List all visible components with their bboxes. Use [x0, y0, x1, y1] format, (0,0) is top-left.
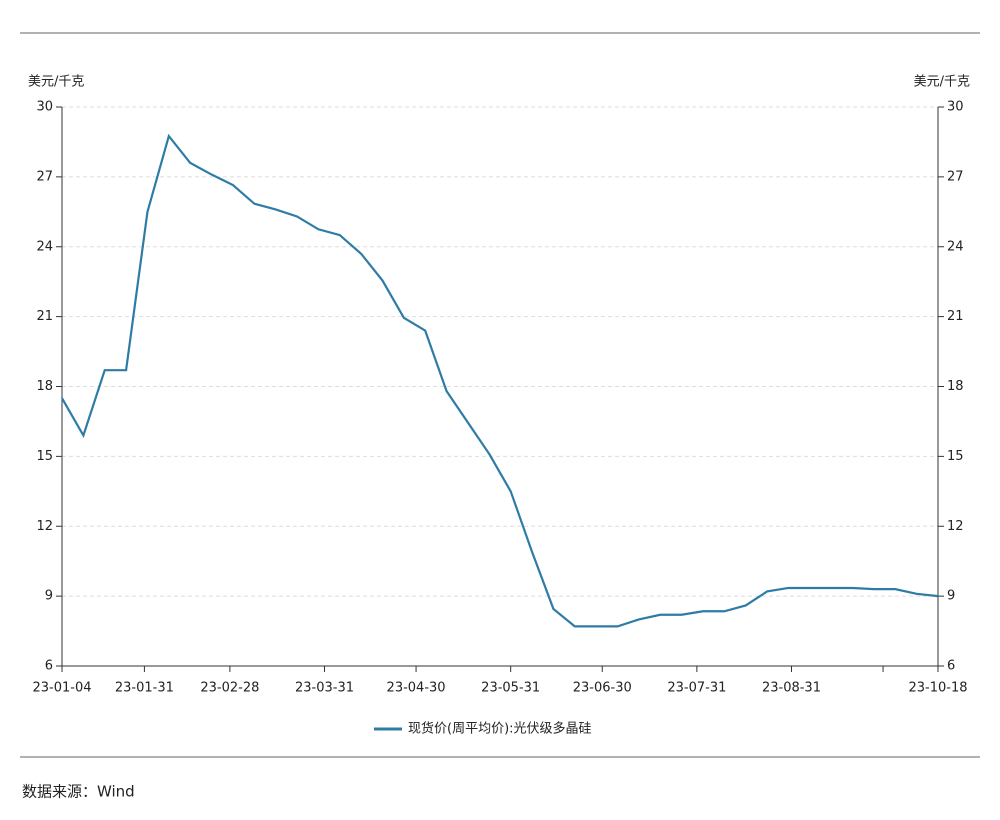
y-tick-label: 6	[45, 659, 53, 674]
x-tick-label: 23-07-31	[667, 681, 726, 696]
y-tick-label: 27	[36, 169, 53, 184]
y2-tick-label: 21	[947, 309, 964, 324]
y2-tick-label: 30	[947, 100, 964, 115]
y2-tick-label: 9	[947, 589, 955, 604]
y2-tick-label: 27	[947, 169, 964, 184]
y-tick-label: 21	[36, 309, 53, 324]
y2-tick-label: 24	[947, 239, 964, 254]
x-tick-label: 23-06-30	[573, 681, 632, 696]
x-tick-label: 23-01-31	[115, 681, 174, 696]
x-tick-label: 23-05-31	[481, 681, 540, 696]
x-tick-label: 23-08-31	[762, 681, 821, 696]
y2-tick-label: 18	[947, 379, 964, 394]
y-tick-label: 24	[36, 239, 53, 254]
y-axis-label: 美元/千克	[28, 75, 84, 90]
y-tick-label: 12	[36, 519, 53, 534]
y2-axis-label: 美元/千克	[914, 75, 970, 90]
y2-tick-label: 15	[947, 449, 964, 464]
y2-tick-label: 6	[947, 659, 955, 674]
y2-tick-label: 12	[947, 519, 964, 534]
y-tick-label: 9	[45, 589, 53, 604]
x-tick-label: 23-10-18	[908, 681, 967, 696]
y-tick-label: 30	[36, 100, 53, 115]
y-tick-label: 18	[36, 379, 53, 394]
line-series	[61, 133, 939, 628]
y-tick-label: 15	[36, 449, 53, 464]
x-tick-label: 23-03-31	[295, 681, 354, 696]
x-tick-label: 23-04-30	[387, 681, 446, 696]
x-tick-label: 23-02-28	[200, 681, 259, 696]
legend-label: 现货价(周平均价):光伏级多晶硅	[408, 721, 592, 737]
x-tick-label: 23-01-04	[32, 681, 91, 696]
source: 数据来源：Wind	[22, 783, 135, 801]
